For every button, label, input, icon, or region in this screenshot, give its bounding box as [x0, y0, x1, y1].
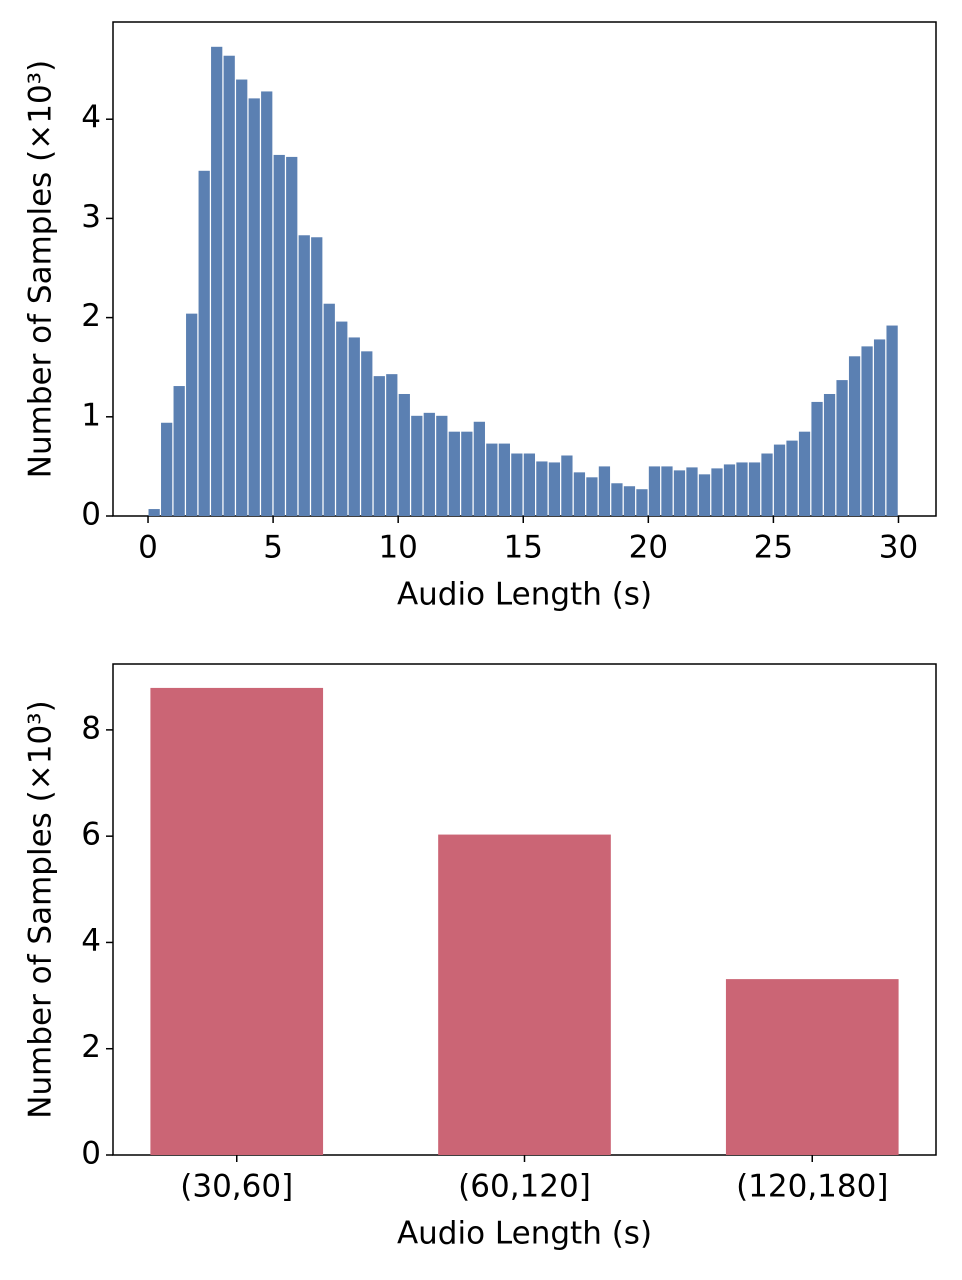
x-axis-label: Audio Length (s) [397, 577, 652, 613]
bar [536, 461, 548, 516]
bar [236, 79, 248, 517]
bar [623, 486, 636, 516]
y-tick-label: 8 [81, 710, 101, 746]
x-axis-label: Audio Length (s) [397, 1216, 652, 1252]
y-tick-label: 1 [81, 397, 101, 433]
bar [173, 386, 185, 516]
bar [438, 834, 611, 1155]
bar [223, 55, 235, 517]
bar [148, 509, 160, 516]
bar [548, 462, 561, 516]
bar [498, 443, 510, 516]
x-tick-label: (60,120] [458, 1169, 591, 1205]
bar [586, 477, 598, 516]
bar [873, 339, 886, 516]
bar [436, 415, 448, 516]
bar [836, 380, 848, 516]
bar [673, 470, 686, 516]
y-tick-label: 6 [81, 817, 101, 853]
bar [248, 98, 260, 516]
bar [186, 313, 198, 516]
bar [398, 393, 410, 516]
x-tick-label: (30,60] [180, 1169, 293, 1205]
bar [511, 453, 523, 516]
bar [723, 464, 736, 516]
bar [611, 483, 623, 516]
y-tick-label: 0 [81, 497, 101, 533]
y-tick-label: 2 [81, 1029, 101, 1065]
bar [811, 401, 823, 516]
bar [636, 489, 648, 516]
x-tick-label: (120,180] [736, 1169, 888, 1205]
bar [473, 421, 485, 516]
bar [261, 91, 273, 517]
bar [798, 431, 811, 516]
y-tick-label: 3 [81, 199, 101, 235]
bar [411, 415, 423, 516]
bar [823, 393, 836, 516]
x-tick-label: 15 [504, 530, 543, 566]
bar [698, 474, 711, 516]
bar [486, 443, 498, 516]
x-tick-label: 25 [754, 530, 793, 566]
x-tick-label: 10 [378, 530, 417, 566]
bar [725, 979, 899, 1155]
y-axis-label: Number of Samples (×10³) [23, 700, 59, 1118]
bar [736, 462, 748, 516]
bar [786, 440, 798, 516]
y-tick-label: 2 [81, 298, 101, 334]
bar [311, 237, 323, 517]
bar [323, 303, 335, 516]
bar [150, 687, 324, 1155]
bar [848, 356, 861, 516]
bar [336, 321, 348, 516]
y-tick-label: 0 [81, 1136, 101, 1172]
bar [748, 462, 761, 516]
bar [523, 453, 536, 516]
bar [423, 412, 435, 516]
bar [348, 337, 360, 516]
bar [273, 154, 285, 516]
bar [448, 431, 460, 516]
bar [361, 351, 373, 516]
x-tick-label: 20 [629, 530, 668, 566]
bar [661, 466, 673, 516]
y-axis-label: Number of Samples (×10³) [23, 60, 59, 478]
bar [298, 235, 310, 517]
bar [461, 431, 473, 516]
y-tick-label: 4 [81, 100, 101, 136]
bar [773, 444, 786, 516]
x-tick-label: 30 [879, 530, 918, 566]
bar [648, 466, 661, 516]
bar [711, 468, 723, 516]
bar [861, 346, 873, 516]
x-tick-label: 5 [263, 530, 283, 566]
bar [386, 374, 398, 516]
x-tick-label: 0 [138, 530, 158, 566]
bar [198, 170, 210, 517]
bar [686, 467, 698, 516]
bar [573, 472, 586, 516]
bar [561, 455, 573, 516]
bar [373, 376, 385, 516]
y-tick-label: 4 [81, 923, 101, 959]
bar [886, 325, 898, 516]
bar [211, 46, 223, 517]
bar [598, 466, 611, 516]
bar [761, 453, 773, 516]
bar [161, 422, 173, 516]
bar [286, 156, 298, 516]
